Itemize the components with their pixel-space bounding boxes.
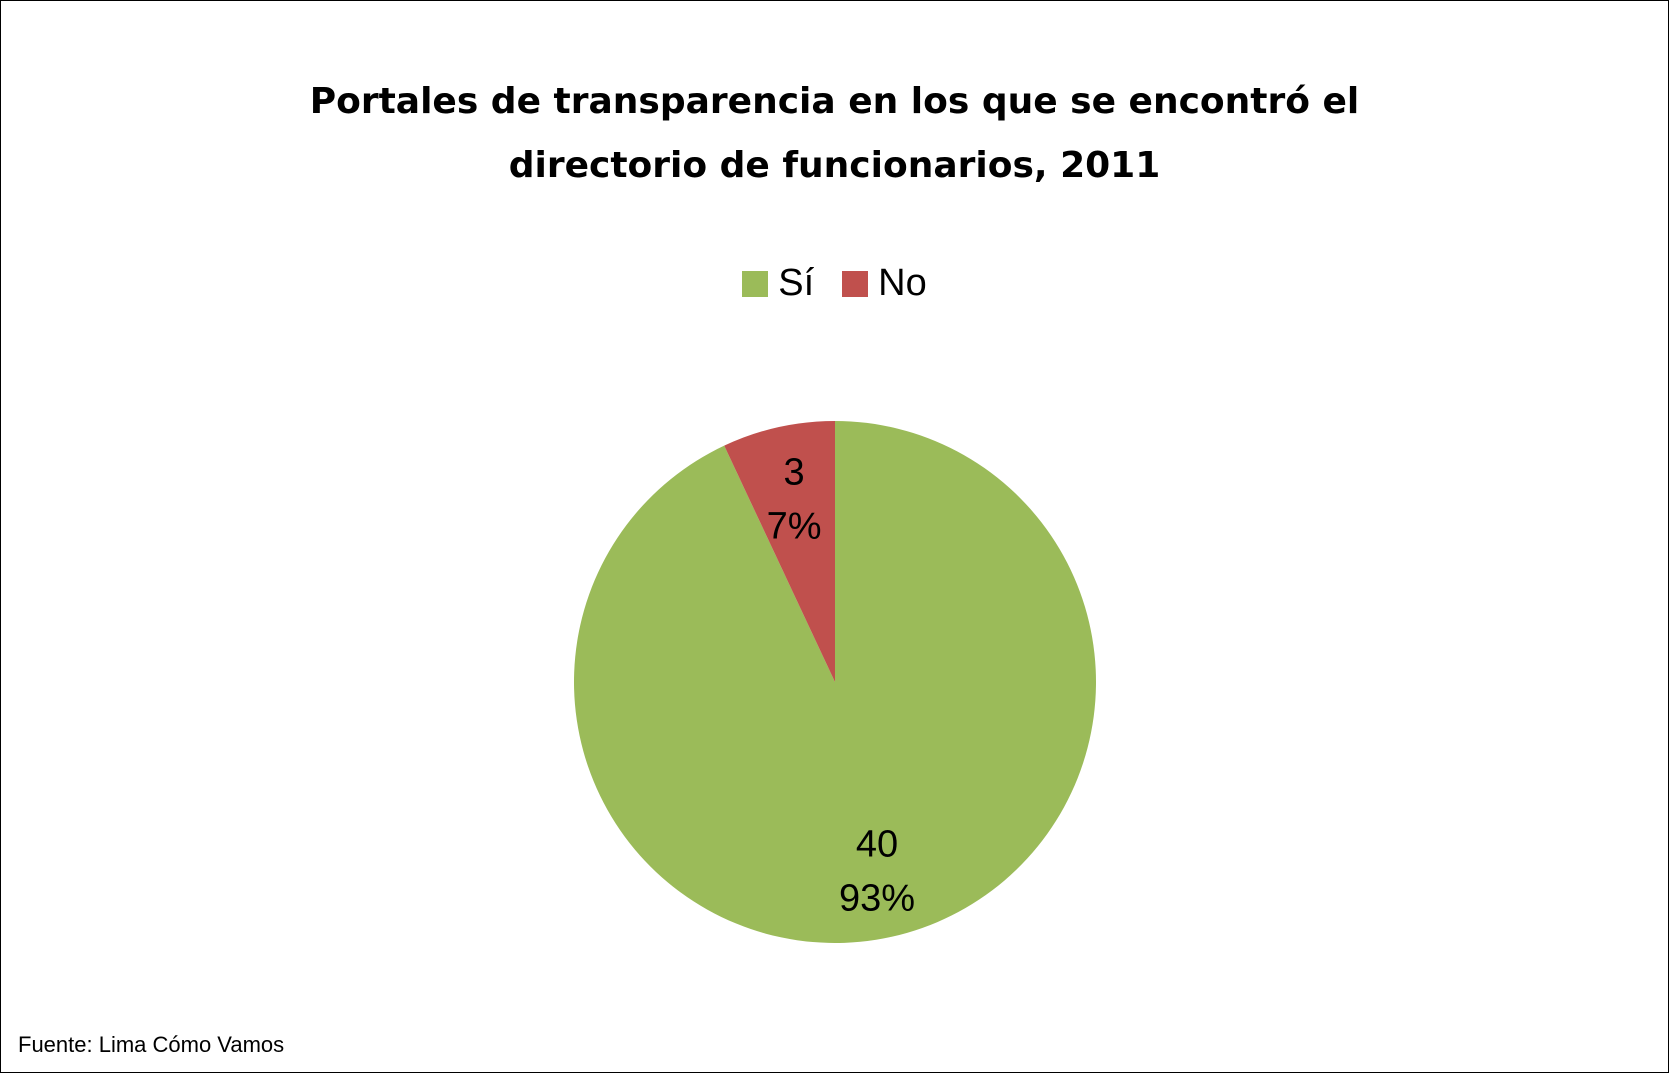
chart-title-line-1: Portales de transparencia en los que se … <box>309 81 1360 122</box>
legend-swatch-no <box>842 270 869 297</box>
chart-title-line-2: directorio de funcionarios, 2011 <box>508 145 1161 186</box>
pie-label-si-percent: 93% <box>839 878 915 920</box>
pie-label-si-value: 40 <box>856 824 898 866</box>
pie-label-no-percent: 7% <box>767 506 822 548</box>
legend-swatch-si <box>742 270 769 297</box>
pie-labels: 40 93% 3 7% <box>767 452 915 920</box>
chart-title: Portales de transparencia en los que se … <box>0 70 1669 198</box>
pie-slice-no <box>724 421 835 682</box>
legend-label-no: No <box>878 262 927 304</box>
source-note: Fuente: Lima Cómo Vamos <box>18 1032 285 1057</box>
legend: Sí No <box>0 262 1669 305</box>
pie-slices <box>573 421 1096 943</box>
pie-label-no-value: 3 <box>784 452 805 494</box>
legend-label-si: Sí <box>778 262 815 304</box>
legend-item-no: No <box>842 262 927 305</box>
legend-item-si: Sí <box>742 262 814 305</box>
